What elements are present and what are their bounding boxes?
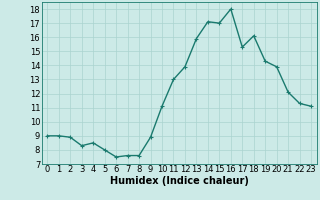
- X-axis label: Humidex (Indice chaleur): Humidex (Indice chaleur): [110, 176, 249, 186]
